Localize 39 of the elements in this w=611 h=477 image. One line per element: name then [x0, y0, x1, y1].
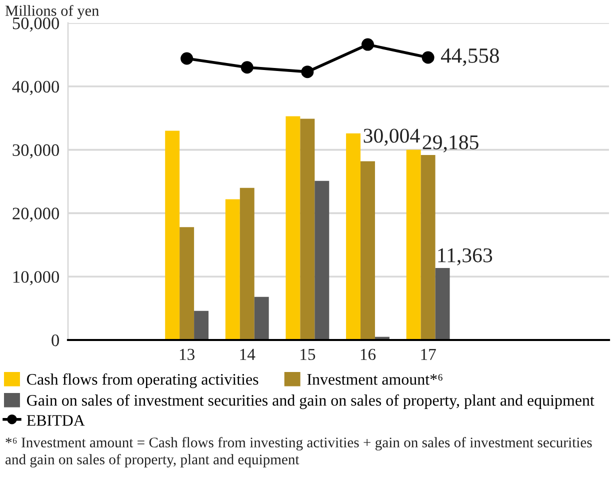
- data-label: 44,558: [440, 48, 499, 66]
- bar: [254, 296, 269, 340]
- y-tick-label: 40,000: [12, 80, 60, 96]
- point: [180, 52, 194, 65]
- bar: [346, 133, 361, 340]
- bar: [225, 199, 240, 340]
- legend-label: Cash flows from operating activities: [27, 373, 258, 388]
- data-label: 29,185: [422, 135, 478, 152]
- y-tick-label: 50,000: [12, 17, 60, 32]
- bar: [286, 116, 300, 340]
- legend-label: EBITDA: [26, 415, 85, 426]
- legend-label: Gain on sales of investment securities and gain on sales of property, plant and equipment: [27, 394, 594, 410]
- legend-label: Investment amount*⁶: [307, 374, 442, 385]
- bar: [314, 180, 330, 340]
- bar: [194, 310, 209, 340]
- x-tick-label: 14: [240, 348, 256, 360]
- bar: [435, 268, 450, 340]
- point: [362, 38, 374, 51]
- x-tick-label: 17: [421, 348, 436, 360]
- bar: [406, 150, 421, 340]
- data-label: 11,363: [438, 248, 492, 266]
- y-tick-label: 30,000: [12, 144, 60, 158]
- text: *⁶ Investment amount = Cash flows from investing activities + gain on sales of investment securities and gain on sales of property, plant and equipment: [6, 437, 592, 468]
- point: [240, 61, 254, 74]
- bar: [300, 118, 315, 340]
- y-tick-label: 10,000: [13, 271, 60, 286]
- bar: [360, 161, 375, 340]
- bar: [240, 188, 254, 340]
- y-tick-label: 0: [52, 334, 60, 346]
- point: [422, 51, 434, 64]
- y-tick-label: 20,000: [12, 208, 60, 222]
- bar: [165, 130, 180, 340]
- data-label: 30,004: [364, 128, 420, 146]
- point: [301, 66, 314, 78]
- x-tick-label: 13: [180, 348, 194, 360]
- x-tick-label: 16: [360, 348, 376, 360]
- bar: [420, 154, 436, 340]
- bar: [180, 227, 194, 340]
- x-tick-label: 15: [300, 348, 316, 360]
